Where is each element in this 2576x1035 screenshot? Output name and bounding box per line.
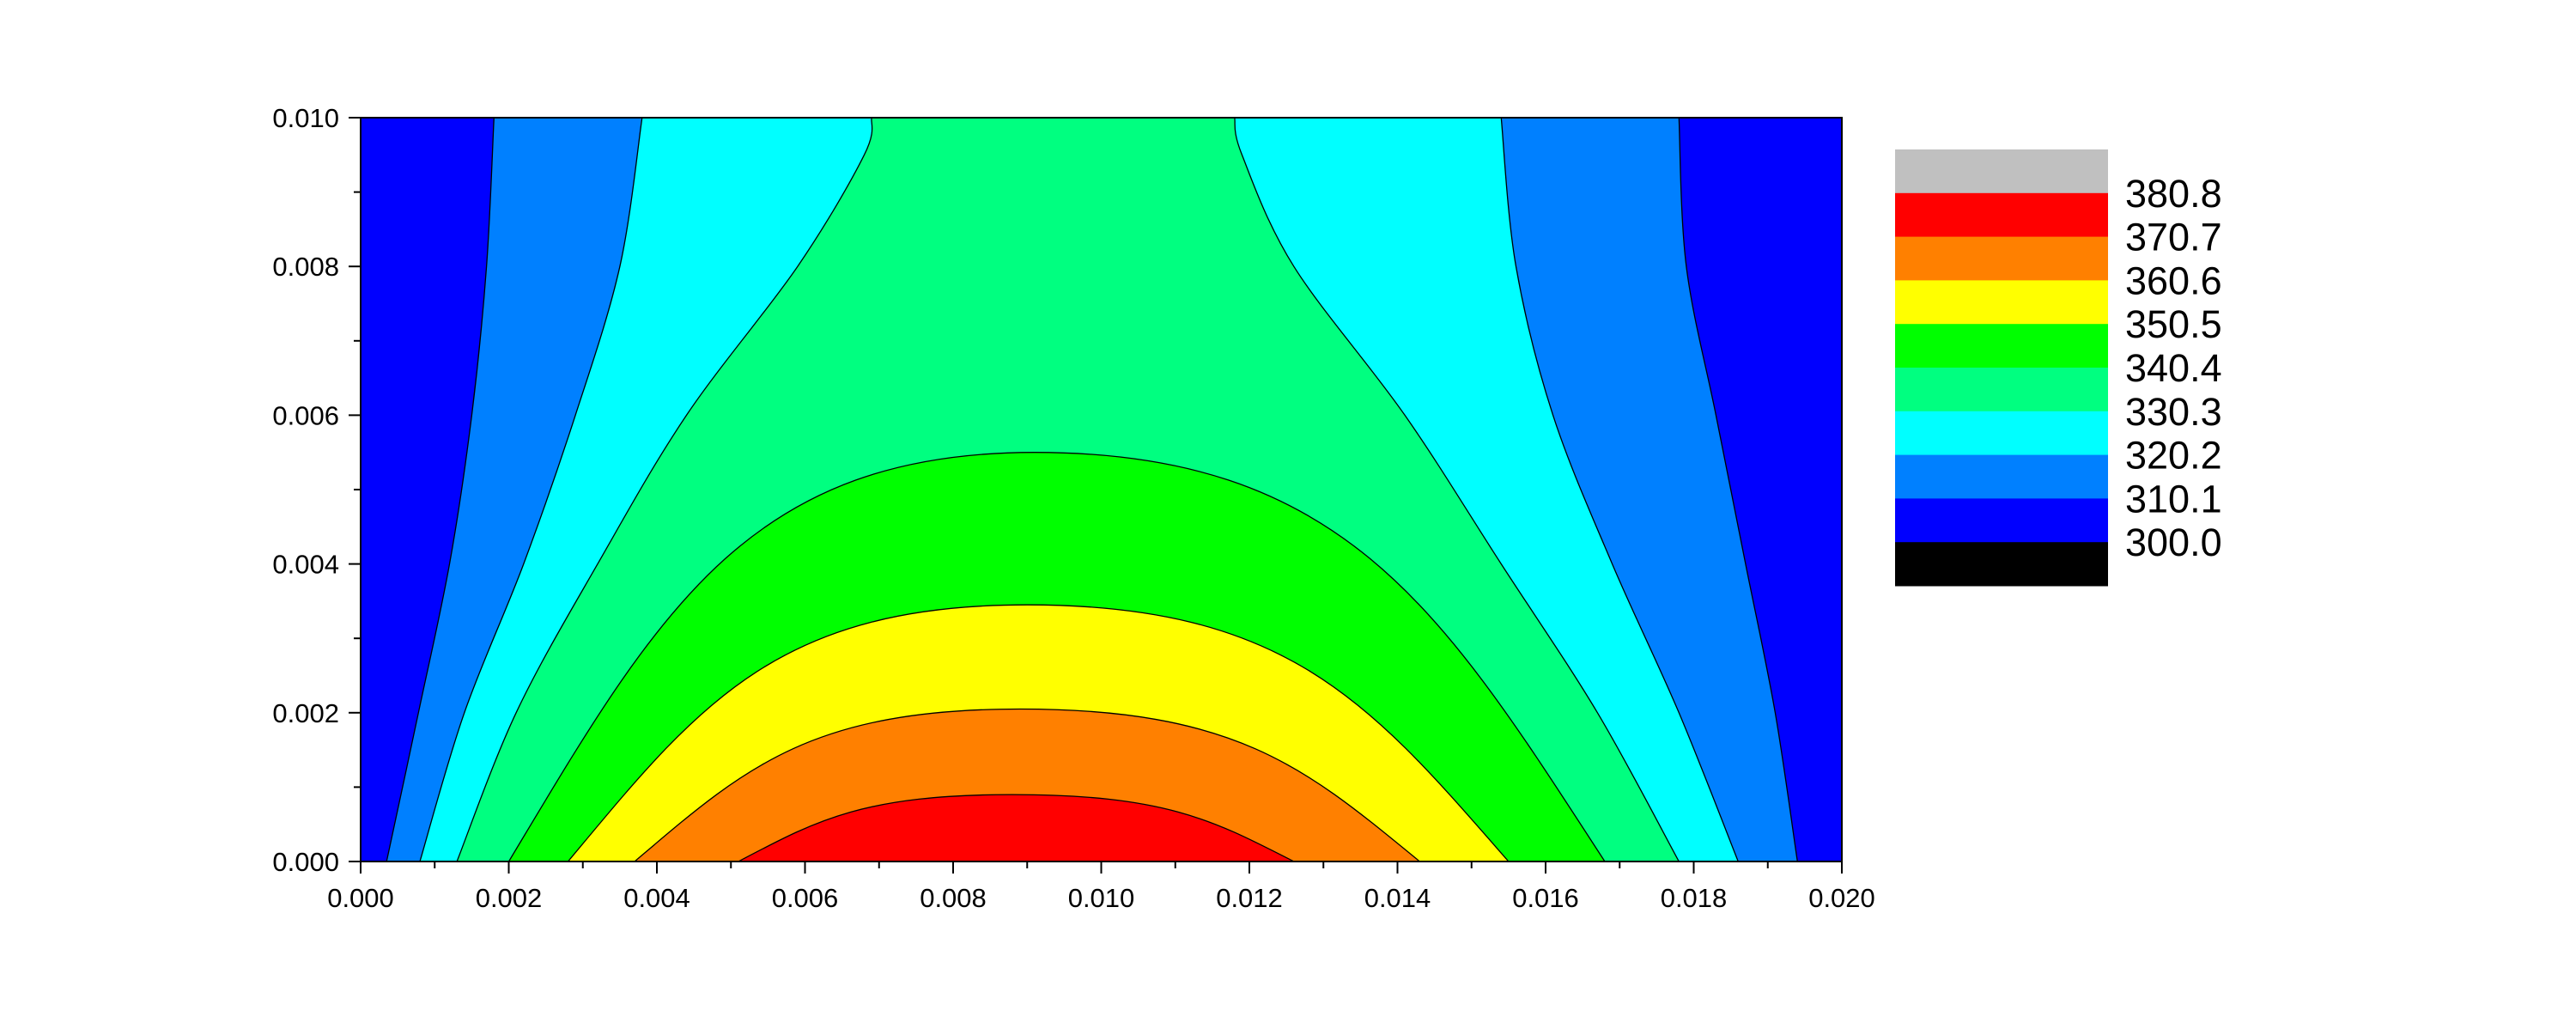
y-tick-label: 0.006 <box>272 400 339 430</box>
x-tick-label: 0.004 <box>623 883 690 913</box>
legend-swatch <box>1895 368 2108 412</box>
legend-level-label: 340.4 <box>2125 346 2222 390</box>
legend-swatch <box>1895 192 2108 238</box>
y-tick-label: 0.010 <box>272 103 339 133</box>
x-tick-label: 0.020 <box>1808 883 1875 913</box>
legend-swatch <box>1895 149 2108 194</box>
y-tick-label: 0.008 <box>272 252 339 282</box>
legend-swatch <box>1895 236 2108 281</box>
x-tick-label: 0.014 <box>1364 883 1431 913</box>
legend-level-label: 320.2 <box>2125 434 2222 478</box>
x-tick-label: 0.006 <box>772 883 839 913</box>
legend-level-label: 310.1 <box>2125 477 2222 521</box>
x-tick-label: 0.008 <box>920 883 987 913</box>
y-tick-label: 0.000 <box>272 847 339 877</box>
y-tick-label: 0.002 <box>272 698 339 728</box>
legend-level-label: 360.6 <box>2125 259 2222 302</box>
legend-level-label: 300.0 <box>2125 521 2222 564</box>
x-tick-label: 0.010 <box>1068 883 1135 913</box>
legend-level-label: 380.8 <box>2125 172 2222 216</box>
y-tick-label: 0.004 <box>272 550 339 580</box>
legend-swatch <box>1895 411 2108 456</box>
legend-swatch <box>1895 324 2108 368</box>
legend-swatch <box>1895 280 2108 325</box>
legend-swatch <box>1895 542 2108 587</box>
axes: 0.000 0.002 0.004 0.006 0.008 0.010 0.012 0.014… <box>272 103 1874 913</box>
contour-dome-370-7 <box>738 794 1295 861</box>
x-tick-label: 0.016 <box>1512 883 1579 913</box>
color-legend: 380.8370.7360.6350.5340.4330.3320.2310.1… <box>1895 149 2222 587</box>
legend-swatch <box>1895 498 2108 543</box>
legend-level-label: 370.7 <box>2125 216 2222 259</box>
contour-bands <box>386 118 1798 861</box>
x-tick-label: 0.012 <box>1216 883 1283 913</box>
x-tick-label: 0.002 <box>476 883 543 913</box>
x-tick-label: 0.018 <box>1661 883 1728 913</box>
legend-level-label: 330.3 <box>2125 390 2222 434</box>
x-tick-label: 0.000 <box>327 883 394 913</box>
legend-level-label: 350.5 <box>2125 302 2222 346</box>
legend-swatch <box>1895 454 2108 499</box>
